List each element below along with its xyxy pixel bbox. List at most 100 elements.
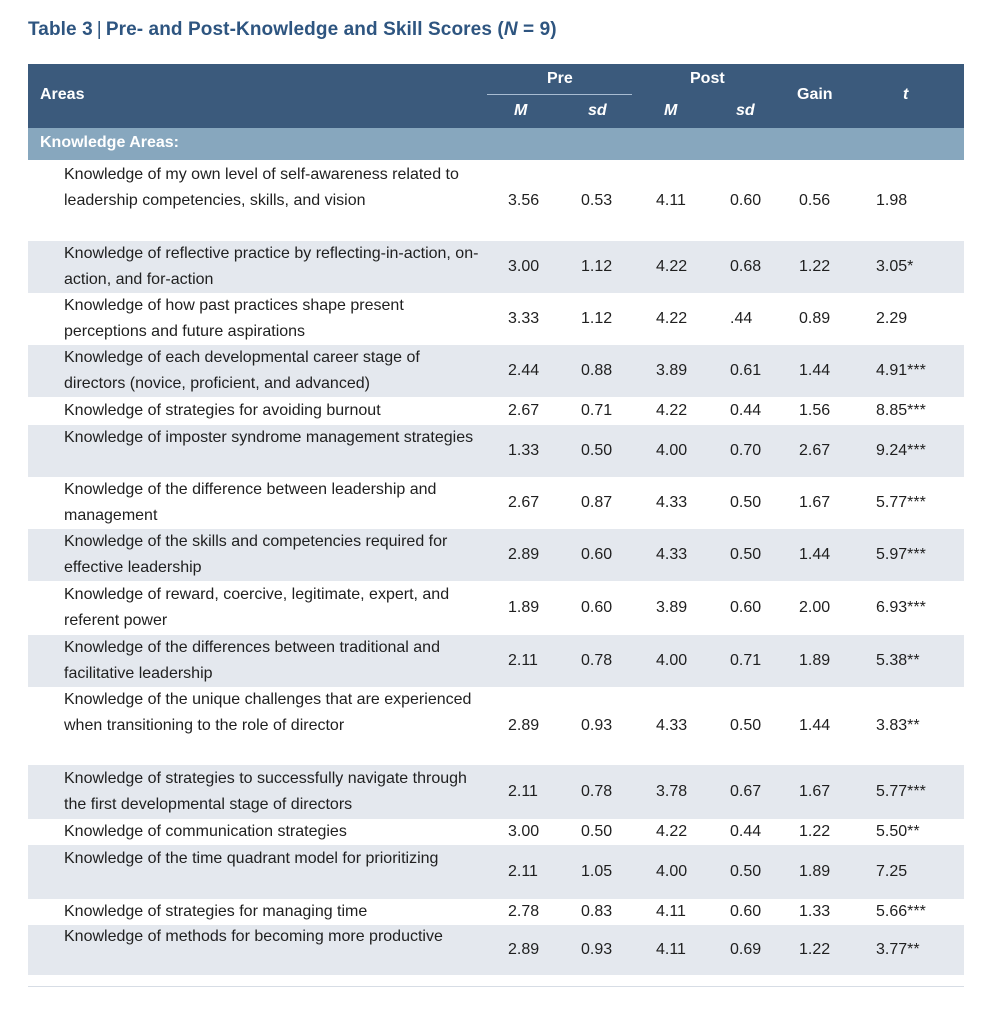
cell-pre-sd: 1.12 bbox=[581, 258, 613, 275]
cell-area: Knowledge of communication strategies bbox=[64, 823, 347, 840]
cell-gain: 1.89 bbox=[799, 863, 831, 880]
cell-pre-sd: 1.12 bbox=[581, 310, 613, 327]
cell-pre-sd: 0.87 bbox=[581, 494, 613, 511]
cell-pre-m: 2.11 bbox=[508, 783, 538, 800]
cell-pre-sd: 1.05 bbox=[581, 863, 613, 880]
table-row: Knowledge of the skills and competencies… bbox=[28, 529, 964, 581]
cell-pre-m: 2.11 bbox=[508, 652, 538, 669]
cell-post-sd: 0.50 bbox=[730, 863, 762, 880]
table-row: Knowledge of the differences between tra… bbox=[28, 635, 964, 687]
table-row: Knowledge of methods for becoming more p… bbox=[28, 925, 964, 975]
cell-pre-m: 2.11 bbox=[508, 863, 538, 880]
caption-separator: | bbox=[96, 19, 102, 40]
cell-pre-sd: 0.93 bbox=[581, 941, 613, 958]
cell-t: 5.66*** bbox=[876, 903, 926, 920]
section-knowledge-areas: Knowledge Areas: bbox=[28, 128, 964, 160]
cell-t: 2.29 bbox=[876, 310, 908, 327]
cell-area: Knowledge of each developmental career s… bbox=[64, 349, 420, 392]
table-caption: Table 3 | Pre- and Post-Knowledge and Skil… bbox=[28, 19, 557, 41]
cell-area: Knowledge of my own level of self-awaren… bbox=[64, 166, 459, 209]
table-row: Knowledge of the time quadrant model for… bbox=[28, 845, 964, 899]
cell-gain: 0.56 bbox=[799, 192, 831, 209]
cell-area: Knowledge of the difference between lead… bbox=[64, 481, 437, 524]
table-row: Knowledge of each developmental career s… bbox=[28, 345, 964, 397]
cell-pre-sd: 0.93 bbox=[581, 717, 613, 734]
cell-t: 5.97*** bbox=[876, 546, 926, 563]
cell-pre-m: 1.33 bbox=[508, 442, 540, 459]
cell-gain: 1.44 bbox=[799, 546, 831, 563]
cell-post-sd: 0.44 bbox=[730, 402, 762, 419]
cell-post-m: 4.00 bbox=[656, 652, 688, 669]
header-post-sd: sd bbox=[736, 102, 755, 119]
cell-pre-sd: 0.60 bbox=[581, 599, 613, 616]
cell-t: 5.50** bbox=[876, 823, 920, 840]
cell-post-sd: 0.50 bbox=[730, 717, 762, 734]
cell-gain: 1.67 bbox=[799, 783, 831, 800]
cell-t: 6.93*** bbox=[876, 599, 926, 616]
cell-post-m: 4.00 bbox=[656, 863, 688, 880]
cell-gain: 1.44 bbox=[799, 717, 831, 734]
header-gain: Gain bbox=[797, 86, 833, 103]
cell-pre-m: 3.00 bbox=[508, 823, 540, 840]
cell-post-m: 4.22 bbox=[656, 258, 688, 275]
cell-t: 5.77*** bbox=[876, 494, 926, 511]
cell-gain: 1.22 bbox=[799, 258, 831, 275]
cell-t: 5.77*** bbox=[876, 783, 926, 800]
cell-area: Knowledge of the differences between tra… bbox=[64, 639, 440, 682]
section-label: Knowledge Areas: bbox=[40, 134, 179, 151]
cell-t: 7.25 bbox=[876, 863, 908, 880]
cell-area: Knowledge of strategies to successfully … bbox=[64, 770, 467, 813]
cell-pre-sd: 0.78 bbox=[581, 783, 613, 800]
cell-area: Knowledge of the skills and competencies… bbox=[64, 533, 448, 576]
cell-t: 8.85*** bbox=[876, 402, 926, 419]
cell-pre-sd: 0.71 bbox=[581, 402, 613, 419]
header-post: Post bbox=[690, 70, 725, 87]
table-row: Knowledge of strategies to successfully … bbox=[28, 765, 964, 819]
table-row: Knowledge of the unique challenges that … bbox=[28, 687, 964, 765]
cell-gain: 1.67 bbox=[799, 494, 831, 511]
cell-pre-m: 3.00 bbox=[508, 258, 540, 275]
cell-area: Knowledge of methods for becoming more p… bbox=[64, 928, 443, 945]
cell-pre-m: 1.89 bbox=[508, 599, 540, 616]
header-areas: Areas bbox=[40, 86, 85, 103]
cell-post-m: 4.22 bbox=[656, 402, 688, 419]
table-bottom-rule bbox=[28, 986, 964, 987]
table-row: Knowledge of the difference between lead… bbox=[28, 477, 964, 529]
header-pre-m: M bbox=[514, 102, 528, 119]
cell-pre-sd: 0.50 bbox=[581, 823, 613, 840]
cell-post-sd: 0.50 bbox=[730, 494, 762, 511]
cell-pre-sd: 0.83 bbox=[581, 903, 613, 920]
cell-t: 9.24*** bbox=[876, 442, 926, 459]
cell-t: 3.05* bbox=[876, 258, 914, 275]
table-row: Knowledge of strategies for avoiding bur… bbox=[28, 397, 964, 425]
cell-gain: 2.00 bbox=[799, 599, 831, 616]
cell-gain: 1.44 bbox=[799, 362, 831, 379]
cell-post-m: 4.00 bbox=[656, 442, 688, 459]
header-post-m: M bbox=[664, 102, 678, 119]
cell-post-sd: 0.60 bbox=[730, 599, 762, 616]
cell-post-sd: 0.50 bbox=[730, 546, 762, 563]
cell-post-sd: .44 bbox=[730, 310, 753, 327]
header-pre-sd: sd bbox=[588, 102, 607, 119]
cell-pre-sd: 0.88 bbox=[581, 362, 613, 379]
cell-post-sd: 0.68 bbox=[730, 258, 762, 275]
cell-pre-sd: 0.53 bbox=[581, 192, 613, 209]
caption-label: Table 3 bbox=[28, 19, 93, 40]
cell-post-sd: 0.44 bbox=[730, 823, 762, 840]
cell-pre-m: 3.33 bbox=[508, 310, 540, 327]
cell-post-m: 4.11 bbox=[656, 192, 686, 209]
cell-t: 5.38** bbox=[876, 652, 920, 669]
table-row: Knowledge of reward, coercive, legitimat… bbox=[28, 581, 964, 635]
cell-post-m: 4.22 bbox=[656, 823, 688, 840]
cell-post-m: 4.11 bbox=[656, 941, 686, 958]
cell-post-m: 4.22 bbox=[656, 310, 688, 327]
cell-post-sd: 0.70 bbox=[730, 442, 762, 459]
cell-post-sd: 0.71 bbox=[730, 652, 762, 669]
cell-area: Knowledge of how past practices shape pr… bbox=[64, 297, 404, 340]
cell-post-m: 3.89 bbox=[656, 599, 688, 616]
cell-pre-m: 3.56 bbox=[508, 192, 540, 209]
cell-post-sd: 0.60 bbox=[730, 903, 762, 920]
table-body: Knowledge of my own level of self-awaren… bbox=[28, 161, 964, 975]
header-pre-divider bbox=[487, 94, 632, 95]
header-pre: Pre bbox=[547, 70, 573, 87]
